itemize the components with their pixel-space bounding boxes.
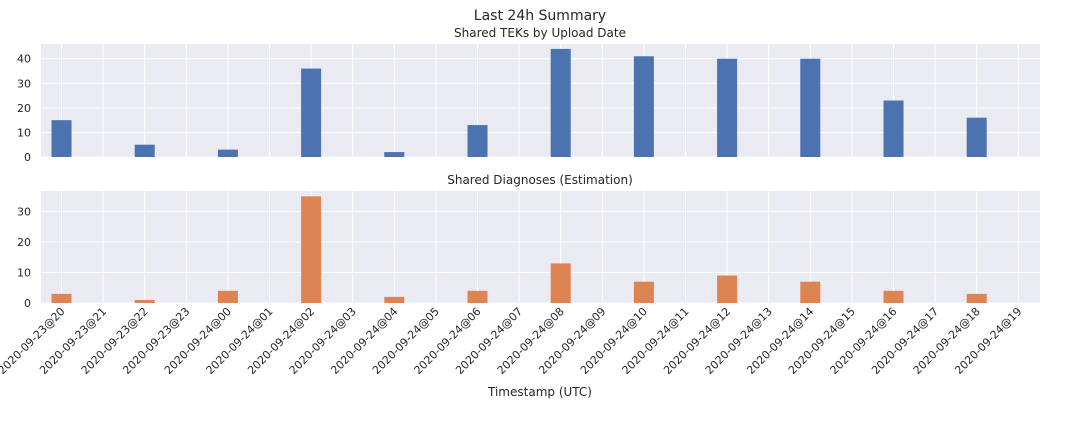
chart-title-teks: Shared TEKs by Upload Date	[454, 26, 626, 40]
x-tick-label: 2020-09-23@20	[0, 305, 68, 377]
bar	[633, 56, 654, 157]
bar	[966, 293, 987, 303]
bar	[800, 281, 821, 303]
y-tick-label: 20	[17, 236, 31, 249]
bar	[800, 58, 821, 157]
chart-teks: 0 10 20 30 40	[17, 44, 1040, 164]
bar	[51, 293, 72, 303]
bar	[217, 149, 238, 157]
bar	[134, 144, 155, 157]
bar	[384, 296, 405, 303]
bar	[966, 117, 987, 157]
y-tick-label: 0	[24, 297, 31, 310]
y-tick-label: 0	[24, 151, 31, 164]
bar	[633, 281, 654, 303]
y-tick-label: 30	[17, 77, 31, 90]
bar	[550, 263, 571, 303]
bar	[301, 68, 322, 157]
y-tick-label: 30	[17, 206, 31, 219]
bar	[217, 290, 238, 303]
bar	[550, 48, 571, 158]
bar	[51, 120, 72, 157]
chart-diagnoses: 0 10 20 30	[17, 191, 1040, 310]
x-axis-label: Timestamp (UTC)	[487, 385, 592, 399]
plot-background	[41, 191, 1040, 303]
bar	[467, 290, 488, 303]
bar	[384, 152, 405, 157]
bar	[467, 125, 488, 157]
y-tick-label: 20	[17, 102, 31, 115]
x-tick-labels: 2020-09-23@202020-09-23@212020-09-23@222…	[0, 305, 1024, 377]
bar	[301, 196, 322, 303]
bar	[134, 299, 155, 303]
y-tick-label: 10	[17, 126, 31, 139]
y-tick-label: 10	[17, 267, 31, 280]
bar	[883, 290, 904, 303]
bar	[717, 58, 738, 157]
bar	[717, 275, 738, 303]
y-tick-label: 40	[17, 53, 31, 66]
chart-title-diagnoses: Shared Diagnoses (Estimation)	[447, 173, 633, 187]
figure-title: Last 24h Summary	[474, 8, 606, 24]
bar	[883, 100, 904, 157]
plot-background	[41, 44, 1040, 157]
